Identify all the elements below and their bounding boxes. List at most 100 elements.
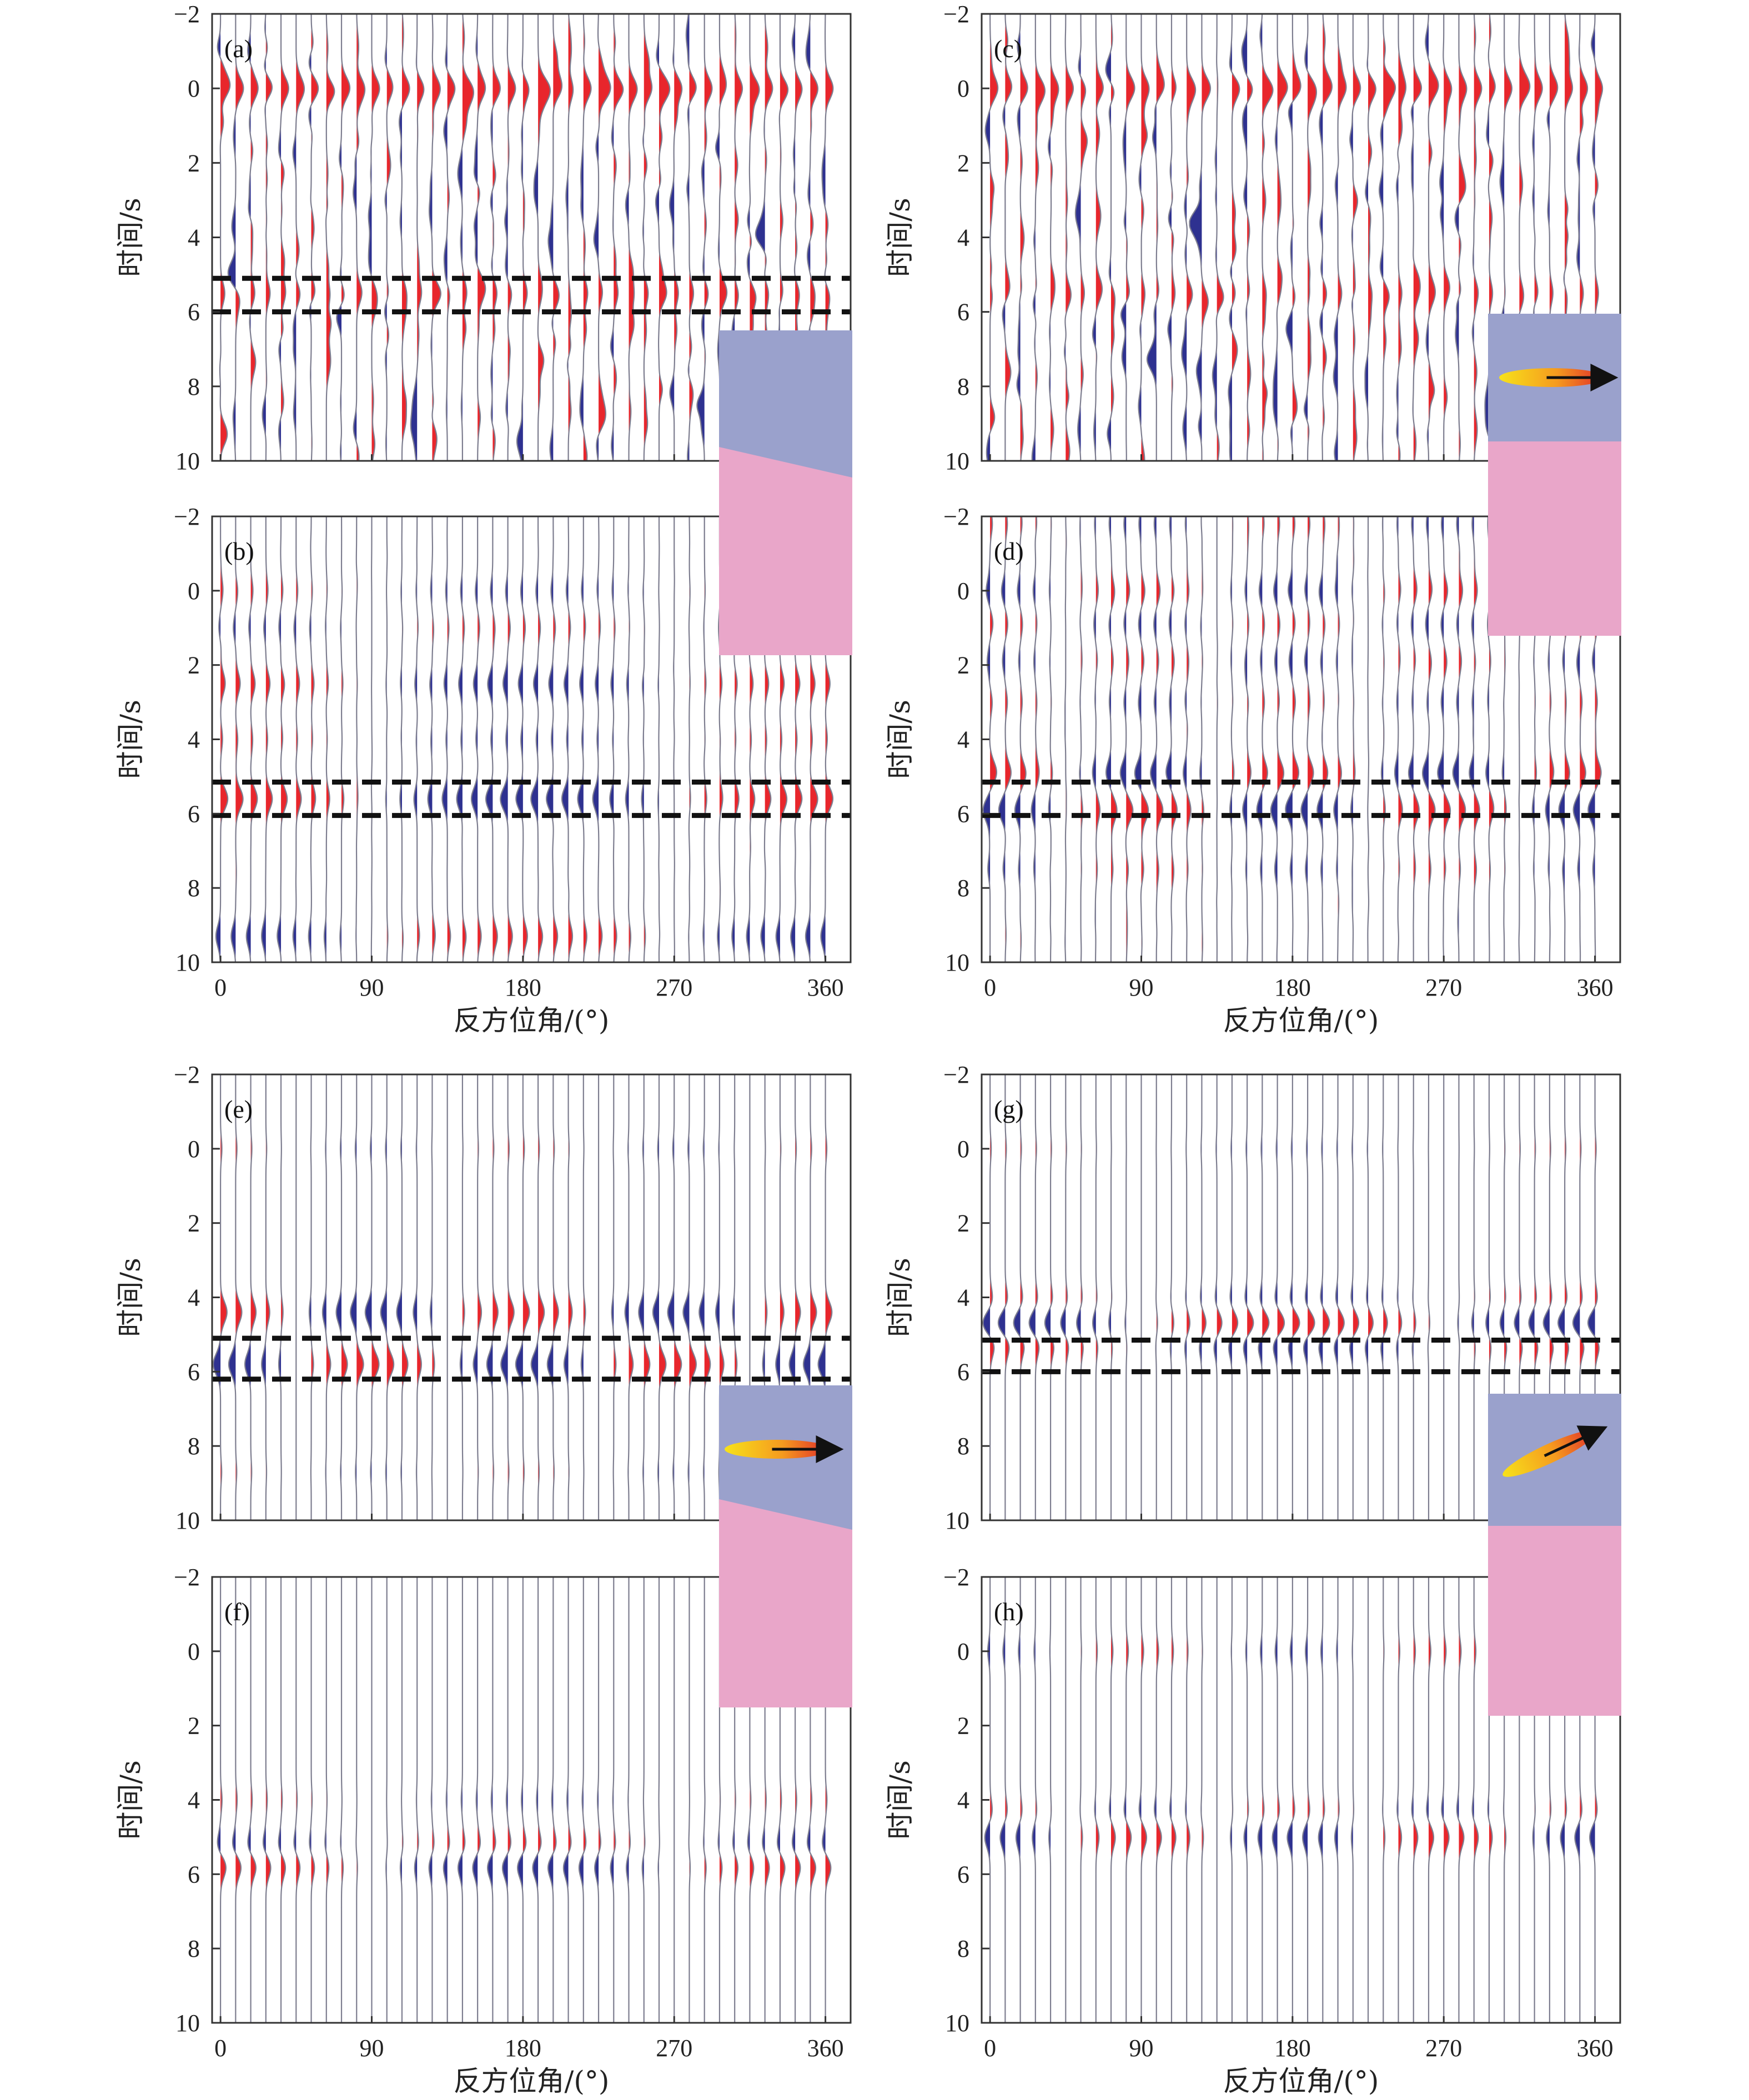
trace-line xyxy=(580,1074,586,1520)
trace-line xyxy=(324,1577,330,2023)
trace-positive-fill xyxy=(990,516,997,962)
trace-negative-fill xyxy=(474,14,478,461)
trace-negative-fill xyxy=(1134,516,1142,962)
y-tick-label: 0 xyxy=(957,75,969,102)
trace-line xyxy=(1333,516,1342,962)
trace-line xyxy=(1421,516,1436,962)
y-tick-label: 6 xyxy=(188,800,200,827)
upper-layer xyxy=(719,330,852,478)
trace-line xyxy=(1184,1577,1190,2023)
trace-line xyxy=(457,14,474,461)
trace-line xyxy=(1138,1577,1148,2023)
traces xyxy=(984,14,1604,461)
y-tick-label: −2 xyxy=(943,503,969,530)
trace-positive-fill xyxy=(1308,14,1316,461)
trace-line xyxy=(1471,1074,1476,1520)
y-tick-label: 2 xyxy=(957,149,969,177)
trace-line xyxy=(1271,1577,1280,2023)
trace-line xyxy=(384,14,394,461)
trace-line xyxy=(500,516,513,962)
trace-line xyxy=(682,1074,697,1520)
x-tick-label: 180 xyxy=(1274,2034,1311,2062)
trace-line xyxy=(1411,1074,1416,1520)
trace-line xyxy=(517,1577,527,2023)
y-tick-label: 2 xyxy=(188,652,200,679)
trace-line xyxy=(1259,14,1274,461)
trace-line xyxy=(1396,1577,1403,2023)
panel-b xyxy=(211,515,852,963)
trace-line xyxy=(1213,1074,1223,1520)
x-axis-label: 反方位角/(°) xyxy=(1223,1004,1379,1037)
trace-line xyxy=(1364,1074,1374,1520)
trace-line xyxy=(1216,516,1218,962)
trace-line xyxy=(1316,516,1329,962)
y-tick-label: 4 xyxy=(957,1284,969,1312)
trace-line xyxy=(610,14,624,461)
trace-line xyxy=(1108,1577,1116,2023)
y-tick-label: 8 xyxy=(188,875,200,902)
trace-positive-fill xyxy=(1232,14,1240,461)
trace-line xyxy=(323,516,330,962)
trace-line xyxy=(669,14,683,461)
trace-line xyxy=(213,1074,228,1520)
trace-negative-fill xyxy=(686,14,690,461)
trace-line xyxy=(501,1577,512,2023)
trace-line xyxy=(688,1577,691,2023)
trace-line xyxy=(1437,516,1451,962)
trace-line xyxy=(563,1074,573,1520)
trace-positive-fill xyxy=(644,14,652,461)
x-tick-label: 360 xyxy=(1577,974,1614,1001)
trace-line xyxy=(1154,1577,1162,2023)
trace-line xyxy=(308,1074,314,1520)
trace-line xyxy=(1270,516,1285,962)
trace-line xyxy=(364,1074,380,1520)
trace-positive-fill xyxy=(1035,14,1045,461)
trace-line xyxy=(308,14,319,461)
trace-negative-fill xyxy=(580,14,584,461)
trace-line xyxy=(673,516,675,962)
trace-line xyxy=(641,516,646,962)
y-tick-label: 10 xyxy=(175,2009,200,2037)
trace-line xyxy=(1349,1074,1360,1520)
trace-negative-fill xyxy=(806,14,811,461)
trace-line xyxy=(1212,14,1224,461)
trace-line xyxy=(1439,14,1453,461)
trace-negative-fill xyxy=(1147,14,1157,461)
panel-label: (a) xyxy=(224,34,253,63)
trace-line xyxy=(1273,1074,1285,1520)
trace-negative-fill xyxy=(516,516,523,962)
trace-negative-fill xyxy=(755,14,765,461)
x-tick-label: 270 xyxy=(656,2034,692,2062)
trace-line xyxy=(277,516,288,962)
trace-line xyxy=(504,14,516,461)
trace-negative-fill xyxy=(1166,516,1172,962)
y-axis-label: 时间/s xyxy=(114,1258,147,1337)
trace-line xyxy=(984,14,999,461)
trace-line xyxy=(1165,516,1178,962)
x-tick-label: 90 xyxy=(1129,974,1154,1001)
trace-negative-fill xyxy=(1438,516,1444,962)
y-tick-label: 10 xyxy=(945,1507,969,1534)
trace-positive-fill xyxy=(568,516,572,962)
y-tick-label: 10 xyxy=(945,949,969,976)
panel-label: (b) xyxy=(224,537,254,565)
trace-negative-fill xyxy=(262,516,266,962)
trace-line xyxy=(1146,14,1165,461)
trace-line xyxy=(1272,14,1288,461)
trace-line xyxy=(641,1577,646,2023)
trace-line xyxy=(530,1074,545,1520)
trace-line xyxy=(1427,1074,1431,1520)
trace-positive-fill xyxy=(1580,14,1588,461)
trace-positive-fill xyxy=(1141,14,1149,461)
trace-line xyxy=(702,516,707,962)
trace-line xyxy=(217,14,231,461)
y-tick-label: 10 xyxy=(175,1507,200,1534)
trace-line xyxy=(1120,14,1135,461)
trace-line xyxy=(368,14,380,461)
trace-line xyxy=(546,1074,559,1520)
trace-line xyxy=(667,1074,682,1520)
trace-line xyxy=(565,14,574,461)
trace-line xyxy=(1243,1577,1249,2023)
fast-axis-arrow-icon xyxy=(1544,1425,1608,1458)
